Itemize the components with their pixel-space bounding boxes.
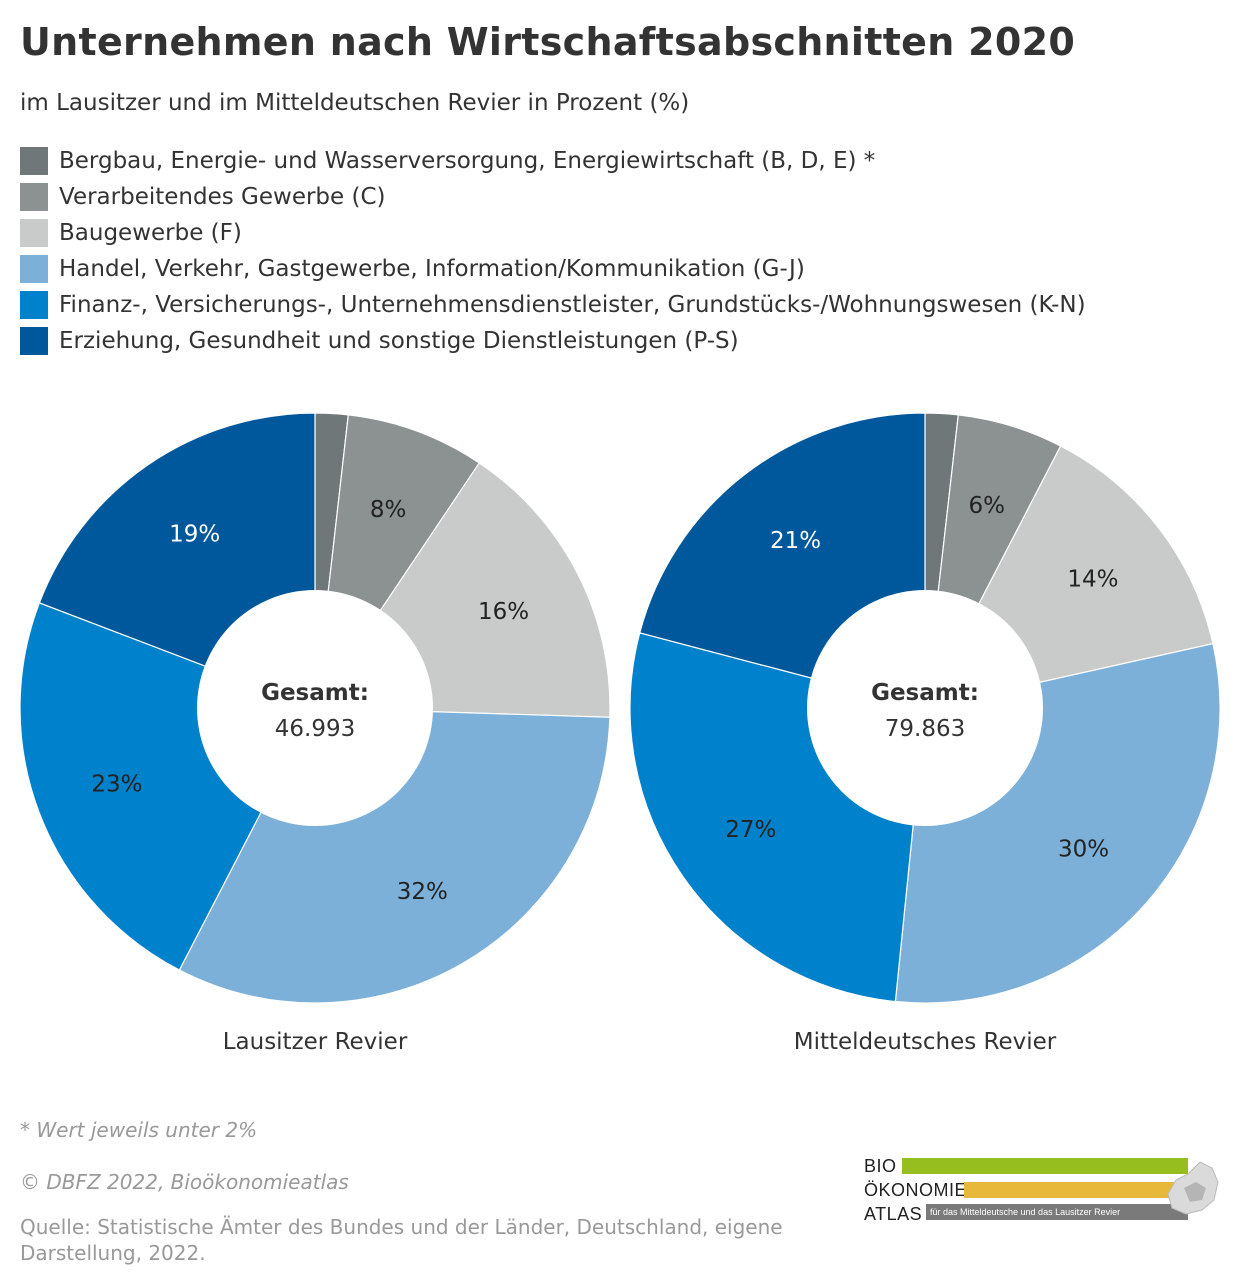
- donut-charts: 8% 16% 32% 23% 19% Gesamt: 46.993 Lausitzer Rev…: [19, 412, 1221, 1055]
- chart-subtitle: im Lausitzer und im Mitteldeutschen Revi…: [20, 90, 690, 116]
- footnote: * Wert jeweils unter 2%: [20, 1118, 258, 1142]
- logo-bar-yellow: [964, 1182, 1188, 1198]
- legend-swatch: [20, 255, 48, 283]
- slice-label: 21%: [770, 528, 821, 554]
- center-label: Gesamt:: [261, 680, 369, 706]
- region-map-icon: [1167, 1161, 1219, 1215]
- legend-label: Bergbau, Energie- und Wasserversorgung, …: [59, 148, 876, 174]
- legend-swatch: [20, 291, 48, 319]
- slice-label: 8%: [370, 497, 407, 523]
- chart-label: Mitteldeutsches Revier: [794, 1029, 1057, 1055]
- logo-bar-green: [902, 1158, 1188, 1174]
- center-value: 46.993: [275, 716, 355, 742]
- slice-label: 16%: [478, 599, 529, 625]
- logo-line-2: ÖKONOMIE: [864, 1180, 968, 1200]
- legend-swatch: [20, 183, 48, 211]
- legend-label: Handel, Verkehr, Gastgewerbe, Informatio…: [59, 256, 805, 282]
- legend-label: Verarbeitendes Gewerbe (C): [59, 184, 386, 210]
- legend-item: Baugewerbe (F): [20, 215, 1086, 251]
- legend-item: Finanz-, Versicherungs-, Unternehmensdie…: [20, 287, 1086, 323]
- slice-label: 14%: [1067, 567, 1118, 593]
- center-label: Gesamt:: [871, 680, 979, 706]
- donut-hole: [807, 590, 1043, 826]
- legend-swatch: [20, 147, 48, 175]
- slice-label: 30%: [1058, 837, 1109, 863]
- legend-item: Handel, Verkehr, Gastgewerbe, Informatio…: [20, 251, 1086, 287]
- legend-item: Erziehung, Gesundheit und sonstige Diens…: [20, 323, 1086, 359]
- logo-line-3: ATLAS: [864, 1204, 923, 1224]
- logo-tagline: für das Mitteldeutsche und das Lausitzer…: [926, 1204, 1188, 1220]
- copyright: © DBFZ 2022, Bioökonomieatlas: [20, 1170, 349, 1194]
- legend-label: Finanz-, Versicherungs-, Unternehmensdie…: [59, 292, 1086, 318]
- slice-label: 27%: [725, 817, 776, 843]
- chart-title: Unternehmen nach Wirtschaftsabschnitten …: [20, 20, 1076, 64]
- legend-label: Baugewerbe (F): [59, 220, 242, 246]
- center-value: 79.863: [885, 716, 965, 742]
- slice-label: 23%: [91, 772, 142, 798]
- donut-hole: [197, 590, 433, 826]
- slice-label: 6%: [968, 493, 1005, 519]
- chart-label: Lausitzer Revier: [223, 1029, 408, 1055]
- slice-label: 19%: [169, 521, 220, 547]
- legend-item: Verarbeitendes Gewerbe (C): [20, 179, 1086, 215]
- legend: Bergbau, Energie- und Wasserversorgung, …: [20, 143, 1086, 359]
- source-note: Quelle: Statistische Ämter des Bundes un…: [20, 1215, 783, 1265]
- legend-label: Erziehung, Gesundheit und sonstige Diens…: [59, 328, 739, 354]
- legend-item: Bergbau, Energie- und Wasserversorgung, …: [20, 143, 1086, 179]
- legend-swatch: [20, 327, 48, 355]
- slice-label: 32%: [397, 879, 448, 905]
- logo-line-1: BIO: [864, 1156, 897, 1176]
- legend-swatch: [20, 219, 48, 247]
- bioeconomy-atlas-logo: BIO ÖKONOMIE ATLAS für das Mitteldeutsch…: [862, 1152, 1222, 1224]
